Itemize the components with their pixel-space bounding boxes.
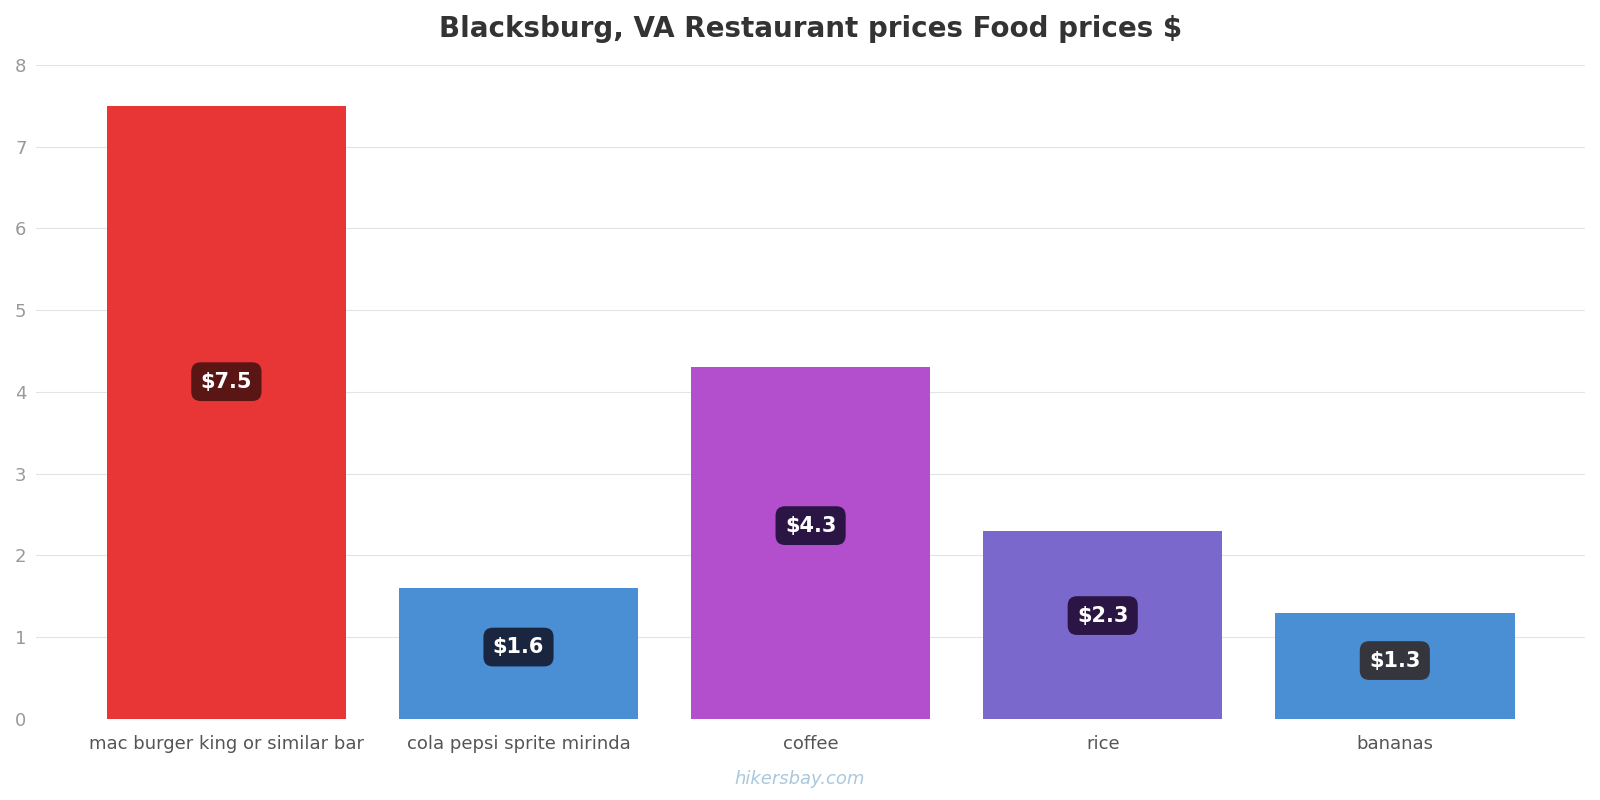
Text: $4.3: $4.3 xyxy=(786,516,837,536)
Text: $2.3: $2.3 xyxy=(1077,606,1128,626)
Bar xyxy=(982,531,1222,719)
Text: hikersbay.com: hikersbay.com xyxy=(734,770,866,788)
Bar xyxy=(107,106,346,719)
Bar xyxy=(1275,613,1515,719)
Bar xyxy=(398,588,638,719)
Text: $1.3: $1.3 xyxy=(1370,650,1421,670)
Text: $7.5: $7.5 xyxy=(200,372,253,392)
Text: $1.6: $1.6 xyxy=(493,637,544,657)
Title: Blacksburg, VA Restaurant prices Food prices $: Blacksburg, VA Restaurant prices Food pr… xyxy=(438,15,1182,43)
Bar xyxy=(691,367,930,719)
